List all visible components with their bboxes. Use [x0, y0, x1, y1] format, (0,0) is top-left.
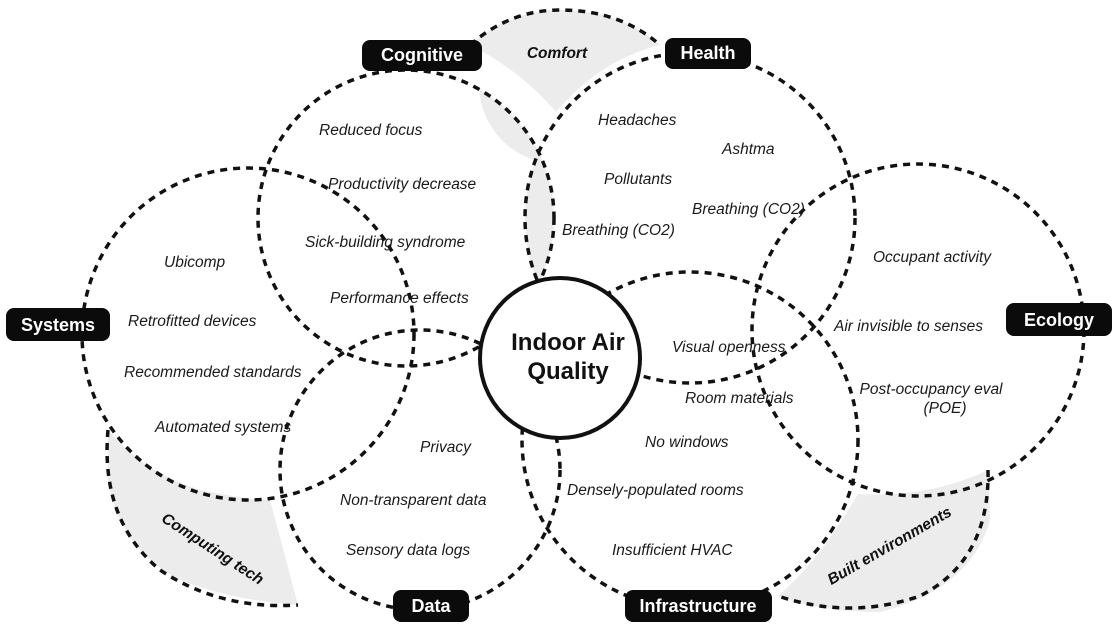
center-title-line2: Quality [527, 358, 609, 385]
infrastructure-item: No windows [645, 434, 729, 451]
cognitive-item: Reduced focus [319, 122, 423, 139]
infrastructure-item: Visual openness [672, 339, 786, 356]
category-pill-infrastructure: Infrastructure [625, 590, 772, 622]
built-environments-arc [777, 469, 990, 610]
category-pill-systems: Systems [6, 308, 110, 341]
comfort-top-region [470, 10, 660, 112]
center-circle [478, 276, 642, 440]
infrastructure-item: Room materials [685, 390, 794, 407]
systems-item: Automated systems [154, 419, 291, 436]
health-item: Breathing (CO2) [562, 222, 675, 239]
health-item: Pollutants [604, 171, 672, 188]
category-pill-cognitive: Cognitive [362, 40, 482, 71]
category-label-ecology: Ecology [1024, 310, 1094, 330]
ecology-item: Air invisible to senses [833, 318, 983, 335]
data-item: Privacy [420, 439, 472, 456]
category-pill-health: Health [665, 38, 751, 69]
data-circle [278, 328, 562, 612]
comfort-overlap-region [479, 70, 554, 164]
category-label-systems: Systems [21, 315, 95, 335]
category-label-infrastructure: Infrastructure [639, 596, 756, 616]
category-pill-ecology: Ecology [1006, 303, 1112, 336]
health-circle [523, 51, 857, 385]
cognitive-item: Performance effects [330, 290, 469, 307]
category-label-data: Data [411, 596, 451, 616]
infrastructure-item: Insufficient HVAC [612, 542, 733, 559]
health-item: Breathing (CO2) [692, 201, 805, 218]
center-title-line1: Indoor Air [511, 329, 625, 356]
cognitive-item: Sick-building syndrome [305, 234, 466, 251]
infrastructure-item: Densely-populated rooms [567, 482, 744, 499]
systems-item: Recommended standards [124, 364, 302, 381]
systems-item: Ubicomp [164, 254, 226, 271]
data-item: Sensory data logs [346, 542, 470, 559]
systems-item: Retrofitted devices [128, 313, 257, 330]
category-label-cognitive: Cognitive [381, 45, 463, 65]
data-item: Non-transparent data [340, 492, 487, 509]
systems-circle [80, 166, 416, 502]
health-item: Headaches [598, 112, 677, 129]
comfort-label: Comfort [527, 45, 588, 62]
health-item: Ashtma [721, 141, 775, 158]
category-label-health: Health [680, 43, 735, 63]
cognitive-circle [256, 68, 556, 368]
ecology-item: Post-occupancy eval [859, 381, 1003, 398]
comfort-arc [468, 8, 662, 47]
ecology-item: Occupant activity [873, 249, 992, 266]
category-pill-data: Data [393, 590, 469, 622]
built-environments-overlap-region [778, 470, 990, 612]
cognitive-item: Productivity decrease [328, 176, 477, 193]
ecology-item: (POE) [923, 400, 966, 417]
